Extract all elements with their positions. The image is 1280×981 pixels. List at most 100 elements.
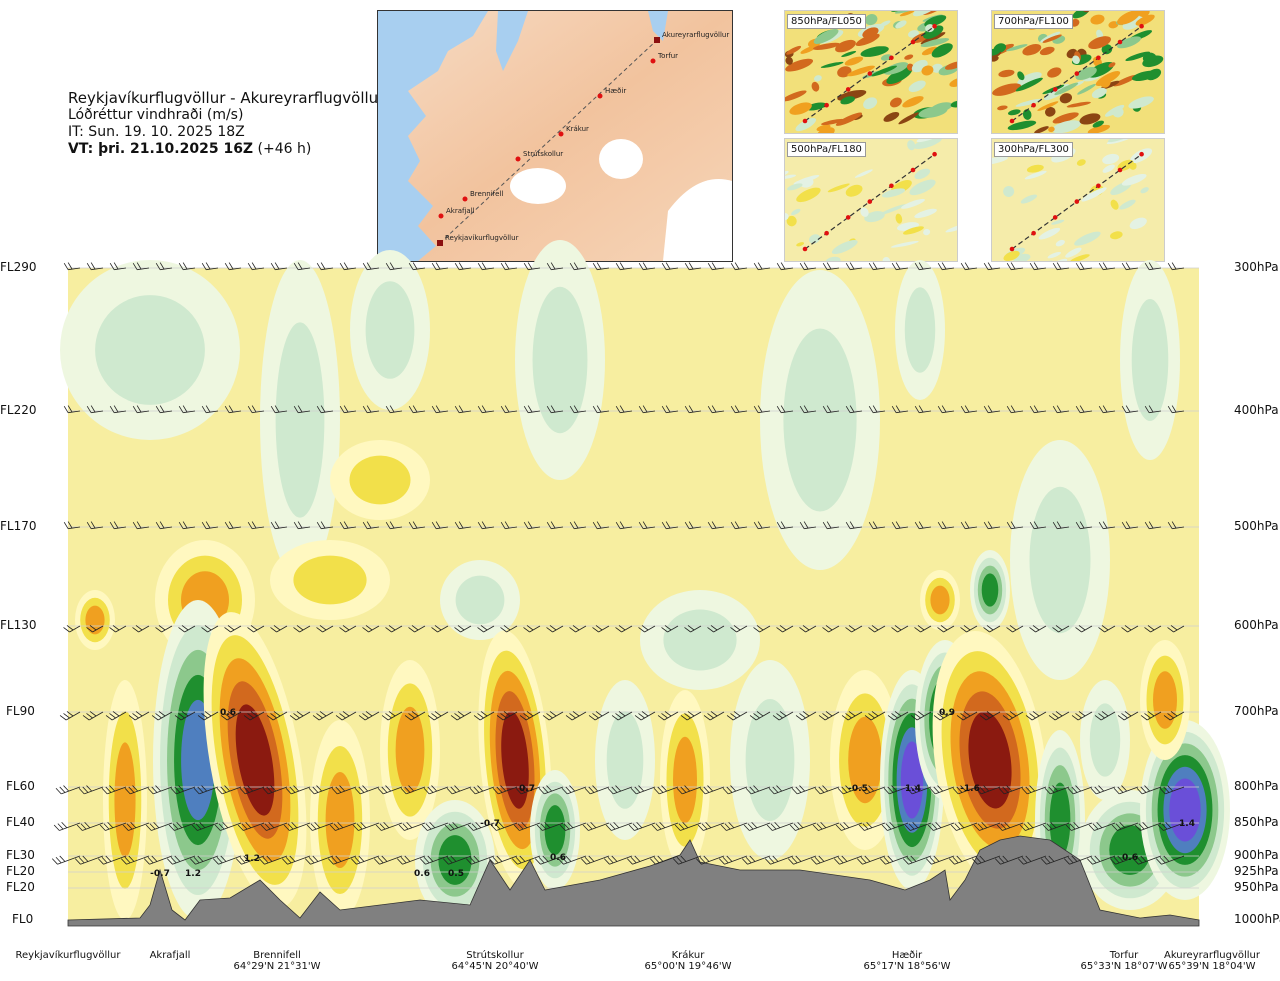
wind-barb [791,785,817,795]
wind-barb [749,711,771,721]
location-name: Akrafjall [149,950,191,961]
map-pattern [1108,62,1116,68]
map-pattern [1051,120,1081,133]
velocity-contour [114,742,136,858]
flight-level-label: FL130 [0,618,37,632]
wind-barb [358,711,380,721]
wind-barb [684,521,702,530]
wind-barb [258,855,288,865]
wind-barb [1167,625,1185,633]
map-pattern [1110,199,1119,210]
location-coord: 65°33'N 18°07'W [1080,961,1168,972]
wind-barb [753,262,771,271]
map-pattern [882,256,891,261]
wind-barb [1029,262,1047,271]
wind-barb [270,405,288,414]
wind-barb [1002,711,1024,721]
wind-barb [239,785,265,795]
wind-barb [375,821,403,831]
map-pattern [1099,77,1111,88]
wind-barb [822,262,840,271]
wind-barb [1167,405,1185,414]
wind-barb [350,855,380,865]
flight-level-label: FL60 [6,779,35,793]
wind-barb [362,521,380,530]
map-pattern [816,124,831,132]
wind-barb [490,821,518,831]
wind-barb [707,521,725,530]
wind-barb [247,405,265,414]
wind-barb [546,625,564,633]
wind-barb [906,785,932,795]
wind-barb [1042,821,1070,831]
wind-barb [858,821,886,831]
level-map-850: 850hPa/FL050 [784,10,958,134]
wind-barb [833,855,863,865]
wind-barb [1155,855,1185,865]
map-pattern [901,198,925,209]
location-label: Torfur 65°33'N 18°07'W [1059,950,1189,972]
wind-barb [496,711,518,721]
wind-barb [983,262,1001,271]
wind-barb [776,625,794,633]
wind-barb [306,821,334,831]
wind-barb [1052,521,1070,530]
valid-time-date: VT: þri. 21.10.2025 16Z [68,141,254,157]
wind-barb [105,711,127,721]
wind-barb [776,405,794,414]
wind-barb [592,405,610,414]
map-pattern [895,213,903,224]
wind-barb [168,821,196,831]
map-waypoint [889,55,894,61]
map-pattern [785,90,807,102]
map-waypoint [932,151,937,157]
wind-barb [1040,855,1070,865]
wind-barb [707,625,725,633]
fjord-eyjafjordur [648,11,668,41]
value-label: 0.6 [550,853,566,863]
map-pattern [923,25,944,39]
wind-barb [216,785,242,795]
wind-barb [431,262,449,271]
location-name: Reykjavíkurflugvöllur [15,950,121,961]
wind-barb [423,785,449,795]
wind-barb [454,521,472,530]
wind-barb [329,821,357,831]
wind-barb [569,262,587,271]
wind-barb [707,262,725,271]
value-label: -0.5 [848,784,868,794]
pressure-level-label: 700hPa [1234,704,1279,718]
location-name: Brennifell [253,950,301,961]
wind-barb [960,405,978,414]
wind-barb [270,521,288,530]
map-pattern [1048,126,1055,133]
map-pattern [890,241,919,248]
wind-barb [262,785,288,795]
wind-barb [925,855,955,865]
map-pattern [998,69,1015,78]
wind-barb [996,821,1024,831]
map-pattern [847,65,875,77]
wind-barb [82,711,104,721]
wind-barb [814,785,840,795]
location-coord: 64°29'N 21°31'W [233,961,321,972]
map-pattern [841,50,857,58]
wind-barb [1094,711,1116,721]
velocity-contour [848,716,882,804]
level-map-label: 700hPa/FL100 [994,14,1073,29]
map-pattern [1090,14,1105,25]
value-label: -1.6 [960,784,980,794]
wind-barb [822,405,840,414]
wind-barb [1029,521,1047,530]
map-waypoint [910,39,916,45]
wind-barb [546,521,564,530]
map-waypoint [867,71,873,76]
velocity-contour [981,573,999,607]
map-pattern [924,15,947,27]
wind-barb [143,855,173,865]
location-coord: 64°45'N 20°40'W [451,961,539,972]
wind-barb [864,711,886,721]
wind-barb [335,711,357,721]
wind-barb [444,821,472,831]
wind-barb [674,821,702,831]
